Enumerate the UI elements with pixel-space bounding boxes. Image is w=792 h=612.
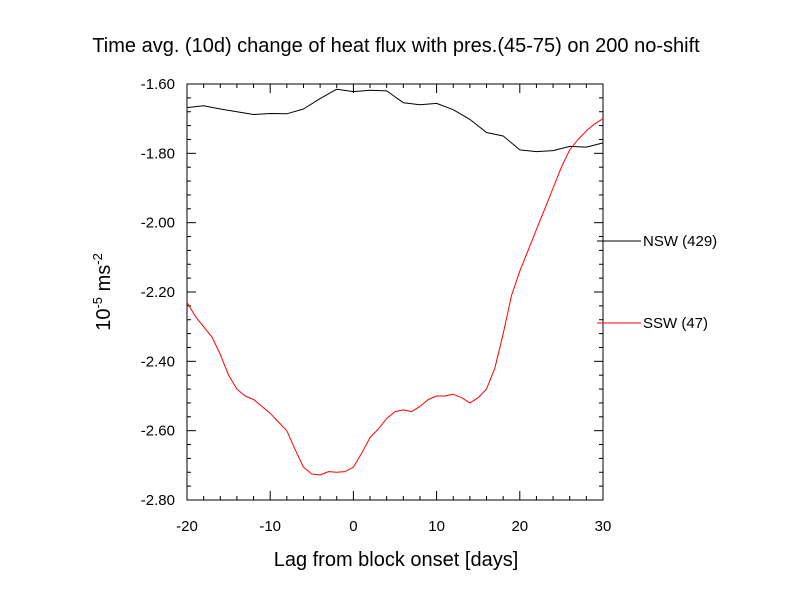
- y-axis-label-unit: ms: [93, 265, 115, 297]
- y-tick-label: -2.40: [141, 353, 175, 370]
- y-axis-label-base: 10: [93, 309, 115, 331]
- y-tick-label: -2.60: [141, 423, 175, 440]
- x-tick-label: 10: [428, 518, 445, 535]
- chart-title: Time avg. (10d) change of heat flux with…: [92, 35, 700, 57]
- series-line-ssw: [186, 118, 604, 476]
- series-lines: [186, 88, 604, 476]
- y-tick-label: -1.80: [141, 145, 175, 162]
- x-tick-label: -10: [259, 518, 281, 535]
- x-tick-label: 0: [349, 518, 357, 535]
- legend-label-ssw: SSW (47): [643, 315, 708, 332]
- y-axis-label-unit-exponent: -2: [90, 253, 105, 265]
- x-tick-label: 20: [511, 518, 528, 535]
- y-tick-label: -2.80: [141, 492, 175, 509]
- y-axis-label: 10-5 ms-2: [90, 253, 115, 331]
- y-axis-label-base-exponent: -5: [90, 297, 105, 309]
- y-tick-label: -1.60: [141, 76, 175, 93]
- y-tick-label: -2.00: [141, 215, 175, 232]
- x-axis-label: Lag from block onset [days]: [274, 549, 519, 571]
- legend: NSW (429) SSW (47): [597, 233, 717, 332]
- legend-label-nsw: NSW (429): [643, 233, 717, 250]
- series-line-nsw: [186, 88, 604, 153]
- y-tick-label: -2.20: [141, 284, 175, 301]
- x-tick-label: 30: [595, 518, 612, 535]
- axes-ticks: -20 -10 0 10 20 30 -1.60 -1.80 -2.00 -2.20 -2.40 -2…: [141, 76, 612, 535]
- plot-frame: [186, 83, 604, 501]
- x-tick-label: -20: [176, 518, 198, 535]
